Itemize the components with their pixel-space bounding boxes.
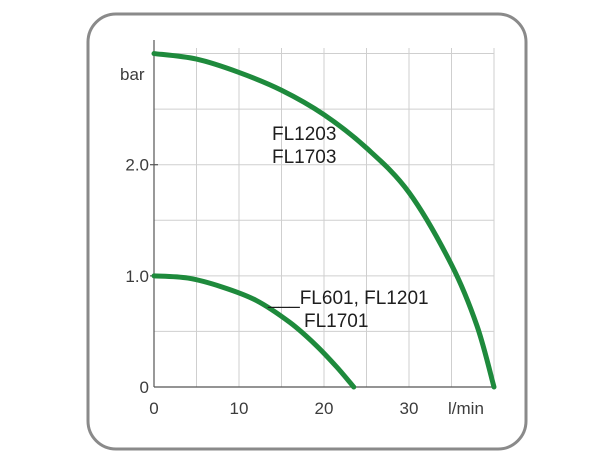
series-label-1-line-2: FL1703 (272, 147, 336, 168)
y-tick-label: 2.0 (125, 156, 149, 175)
y-tick-label: 0 (140, 378, 149, 397)
series (151, 51, 497, 390)
x-axis-unit: l/min (448, 399, 484, 418)
x-tick-label: 10 (230, 399, 249, 418)
series-label-2-line-2: FL1701 (304, 311, 368, 332)
chart-frame (86, 12, 528, 451)
series-label-1-line-1: FL1203 (272, 124, 336, 145)
series-curve-1 (151, 51, 497, 390)
series-curve-2 (151, 273, 357, 390)
tick-labels: 0 1.0 2.0 0 10 20 30 (125, 156, 418, 418)
y-axis-unit: bar (120, 65, 145, 84)
y-tick-label: 1.0 (125, 267, 149, 286)
x-tick-label: 20 (315, 399, 334, 418)
x-tick-label: 30 (400, 399, 419, 418)
x-tick-label: 0 (149, 399, 158, 418)
grid (154, 48, 495, 387)
series-label-2-line-1: ___FL601, FL1201 (267, 288, 429, 309)
